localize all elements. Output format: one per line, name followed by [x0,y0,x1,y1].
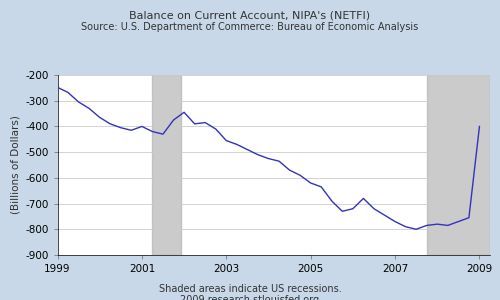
Text: Balance on Current Account, NIPA's (NETFI): Balance on Current Account, NIPA's (NETF… [130,11,370,20]
Bar [152,75,180,255]
Text: Shaded areas indicate US recessions.: Shaded areas indicate US recessions. [158,284,342,293]
Text: 2009 research.stlouisfed.org: 2009 research.stlouisfed.org [180,295,320,300]
Bar [426,75,490,255]
Y-axis label: (Billions of Dollars): (Billions of Dollars) [11,116,21,214]
Text: Source: U.S. Department of Commerce: Bureau of Economic Analysis: Source: U.S. Department of Commerce: Bur… [82,22,418,32]
